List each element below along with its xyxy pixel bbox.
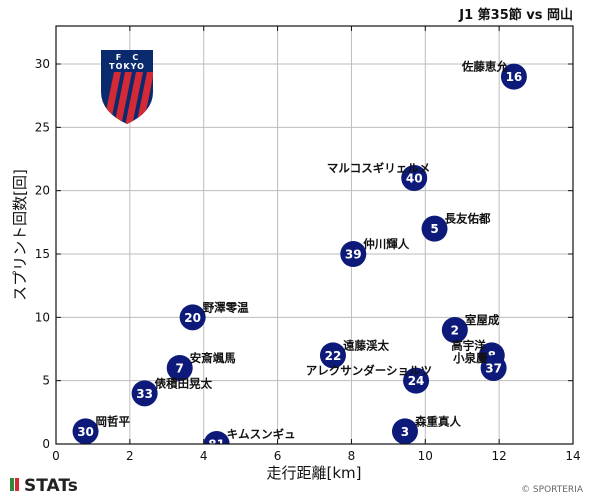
data-point: 40 bbox=[401, 165, 428, 191]
data-point-marker bbox=[500, 63, 527, 90]
y-axis-label: スプリント回数[回] bbox=[11, 169, 29, 301]
match-title: J1 第35節 vs 岡山 bbox=[458, 7, 573, 23]
data-point-label: 安斎颯馬 bbox=[190, 351, 236, 365]
data-point-marker bbox=[340, 241, 367, 267]
data-point-marker bbox=[441, 317, 468, 343]
data-point: 5 bbox=[421, 215, 448, 242]
data-point-marker bbox=[403, 367, 430, 394]
data-point-number: 33 bbox=[136, 387, 153, 401]
data-point-label: 森重真人 bbox=[415, 414, 461, 428]
data-point-label: 室屋成 bbox=[465, 313, 500, 327]
data-point-label: 仲川輝人 bbox=[363, 237, 409, 251]
data-points: 1640539202822737243330381 bbox=[72, 63, 527, 452]
data-point-label: マルコスギリェルメ bbox=[327, 161, 430, 175]
data-point: 20 bbox=[179, 304, 206, 331]
data-point-label: キムスンギュ bbox=[227, 427, 296, 441]
x-tick-label: 6 bbox=[274, 449, 282, 463]
x-tick-label: 0 bbox=[52, 449, 60, 463]
data-point: 2 bbox=[441, 317, 468, 343]
club-logo: F C TOKYO bbox=[101, 50, 153, 124]
stats-brand: STATs bbox=[24, 476, 78, 496]
logo-fc-text: F C bbox=[116, 53, 139, 62]
data-point: 16 bbox=[500, 63, 527, 90]
data-point-marker bbox=[391, 418, 418, 444]
stats-logo-bar-green bbox=[10, 478, 14, 491]
data-point-number: 81 bbox=[208, 438, 225, 452]
data-point-number: 30 bbox=[77, 425, 94, 439]
data-point-number: 40 bbox=[406, 172, 423, 186]
data-point-marker bbox=[179, 304, 206, 331]
stats-logo-bar-red bbox=[15, 478, 19, 491]
data-point-number: 20 bbox=[184, 311, 201, 325]
data-point-number: 22 bbox=[325, 349, 342, 363]
data-point: 30 bbox=[72, 418, 99, 444]
x-tick-label: 14 bbox=[565, 449, 580, 463]
data-point-number: 16 bbox=[506, 70, 523, 84]
x-axis-label: 走行距離[km] bbox=[266, 464, 361, 482]
data-point-number: 5 bbox=[430, 222, 438, 236]
y-tick-label: 30 bbox=[35, 57, 50, 71]
logo-tokyo-text: TOKYO bbox=[109, 62, 145, 71]
y-tick-label: 20 bbox=[35, 184, 50, 198]
x-tick-label: 10 bbox=[418, 449, 433, 463]
data-point-marker bbox=[401, 165, 428, 191]
copyright-text: © SPORTERIA bbox=[521, 485, 584, 495]
data-point-marker bbox=[166, 355, 193, 381]
x-tick-label: 8 bbox=[348, 449, 356, 463]
data-point-label: 長友佑都 bbox=[445, 212, 491, 226]
data-point-number: 24 bbox=[408, 374, 425, 388]
data-point-label: アレクサンダーショルツ bbox=[306, 364, 432, 378]
data-point: 33 bbox=[131, 380, 158, 407]
y-tick-label: 10 bbox=[35, 310, 50, 324]
stats-logo: STATs bbox=[10, 476, 78, 496]
y-tick-label: 5 bbox=[42, 374, 50, 388]
data-point-marker bbox=[72, 418, 99, 444]
data-point-label: 岡哲平 bbox=[96, 414, 131, 428]
data-point-number: 39 bbox=[345, 248, 362, 262]
data-point-number: 3 bbox=[401, 425, 409, 439]
data-point-label: 遠藤渓太 bbox=[343, 338, 389, 352]
y-tick-label: 0 bbox=[42, 437, 50, 451]
data-point: 37 bbox=[480, 355, 507, 381]
data-point-number: 2 bbox=[451, 324, 459, 338]
data-point: 22 bbox=[319, 342, 346, 369]
plot-frame bbox=[55, 25, 574, 445]
data-point-label: 高宇洋 bbox=[451, 338, 486, 352]
data-point: 7 bbox=[166, 355, 193, 381]
data-point-marker bbox=[203, 431, 230, 444]
data-point-label: 佐藤恵允 bbox=[461, 60, 508, 74]
x-tick-label: 2 bbox=[126, 449, 134, 463]
data-point-marker bbox=[421, 215, 448, 242]
data-point-marker bbox=[319, 342, 346, 369]
y-tick-label: 25 bbox=[35, 120, 50, 134]
data-point-number: 7 bbox=[176, 362, 184, 376]
data-point-number: 37 bbox=[485, 362, 502, 376]
x-tick-label: 12 bbox=[492, 449, 507, 463]
data-point: 39 bbox=[340, 241, 367, 267]
data-point: 3 bbox=[391, 418, 418, 444]
data-point-label: 野澤零温 bbox=[203, 300, 249, 314]
data-point-label: 小泉慶 bbox=[452, 351, 488, 365]
y-tick-label: 15 bbox=[35, 247, 50, 261]
data-point: 24 bbox=[403, 367, 430, 394]
data-point-label: 俵積田晃太 bbox=[155, 376, 213, 390]
data-point-marker bbox=[480, 355, 507, 381]
data-point: 81 bbox=[203, 431, 230, 452]
x-tick-label: 4 bbox=[200, 449, 208, 463]
data-point-marker bbox=[131, 380, 158, 407]
